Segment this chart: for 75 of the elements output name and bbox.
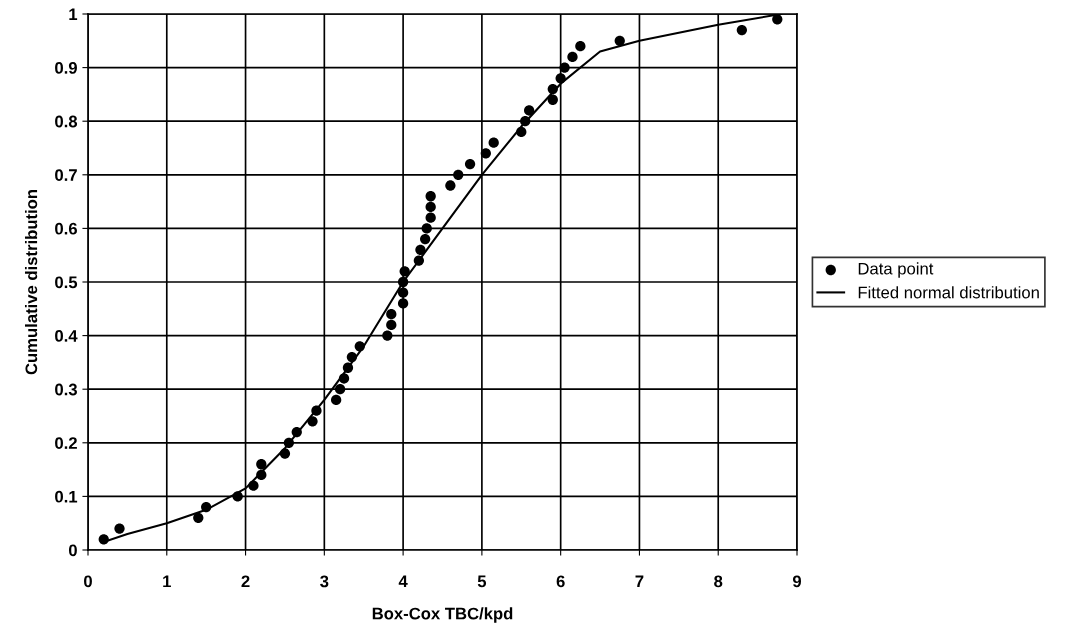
point <box>334 384 346 395</box>
legend-label: Fitted normal distribution <box>858 286 1039 299</box>
y-tick-label: 0.2 <box>55 437 77 449</box>
point <box>567 51 578 63</box>
point <box>420 233 431 245</box>
x-tick-label: 3 <box>320 575 329 588</box>
point <box>614 35 625 46</box>
x-axis-title: Box-Cox TBC/kpd <box>372 607 513 623</box>
point <box>397 276 409 288</box>
point <box>445 180 456 191</box>
legend-label: Data point <box>858 262 934 278</box>
point <box>232 491 243 502</box>
y-tick-label: 0 <box>68 544 77 557</box>
point <box>772 14 783 25</box>
point <box>193 512 204 523</box>
x-tick-label: 4 <box>398 575 408 588</box>
point <box>98 534 109 545</box>
y-tick-label: 1 <box>69 8 78 21</box>
y-tick-label: 0.8 <box>55 115 78 128</box>
point <box>399 266 410 277</box>
point <box>421 223 432 234</box>
point <box>547 83 558 95</box>
point <box>413 255 425 266</box>
point <box>464 158 476 170</box>
x-tick-label: 5 <box>477 575 487 588</box>
point <box>516 126 527 138</box>
x-tick-label: 7 <box>635 575 644 588</box>
y-tick-label: 0.1 <box>55 490 78 503</box>
point <box>488 137 499 148</box>
y-tick-label: 0.7 <box>55 169 77 181</box>
point <box>279 448 291 459</box>
point <box>331 394 342 406</box>
point <box>397 287 409 298</box>
point <box>575 41 586 52</box>
x-tick-label: 8 <box>714 575 723 588</box>
y-tick-label: 0.6 <box>55 222 77 235</box>
point <box>425 212 436 223</box>
point <box>453 169 464 180</box>
y-tick-label: 0.4 <box>55 330 78 342</box>
x-tick-label: 0 <box>84 575 92 588</box>
point <box>415 244 426 255</box>
point <box>547 94 558 105</box>
y-axis-title: Cumulative distribution <box>24 189 38 375</box>
x-tick-label: 6 <box>556 575 565 588</box>
point <box>520 116 531 127</box>
point <box>555 73 566 84</box>
x-tick-label: 2 <box>241 575 250 588</box>
point <box>346 351 358 363</box>
point <box>256 469 267 481</box>
point <box>114 523 125 534</box>
point <box>386 309 397 320</box>
point <box>386 319 397 331</box>
point <box>524 105 535 116</box>
x-tick-label: 1 <box>163 575 171 588</box>
point <box>736 24 748 36</box>
point <box>397 298 409 309</box>
point <box>342 362 354 373</box>
point <box>307 416 318 427</box>
x-tick-label: 9 <box>792 575 802 588</box>
y-tick-label: 0.5 <box>55 276 78 289</box>
point <box>425 201 436 213</box>
point <box>338 373 350 384</box>
point <box>283 437 295 448</box>
point <box>559 62 570 73</box>
point <box>354 341 365 352</box>
point <box>248 480 259 491</box>
point <box>256 459 267 470</box>
point <box>425 191 436 202</box>
y-tick-label: 0.3 <box>55 383 77 396</box>
y-tick-label: 0.9 <box>55 62 77 74</box>
point <box>201 501 212 513</box>
point <box>291 426 302 438</box>
point <box>480 148 491 159</box>
point <box>382 330 393 341</box>
point <box>311 405 322 416</box>
